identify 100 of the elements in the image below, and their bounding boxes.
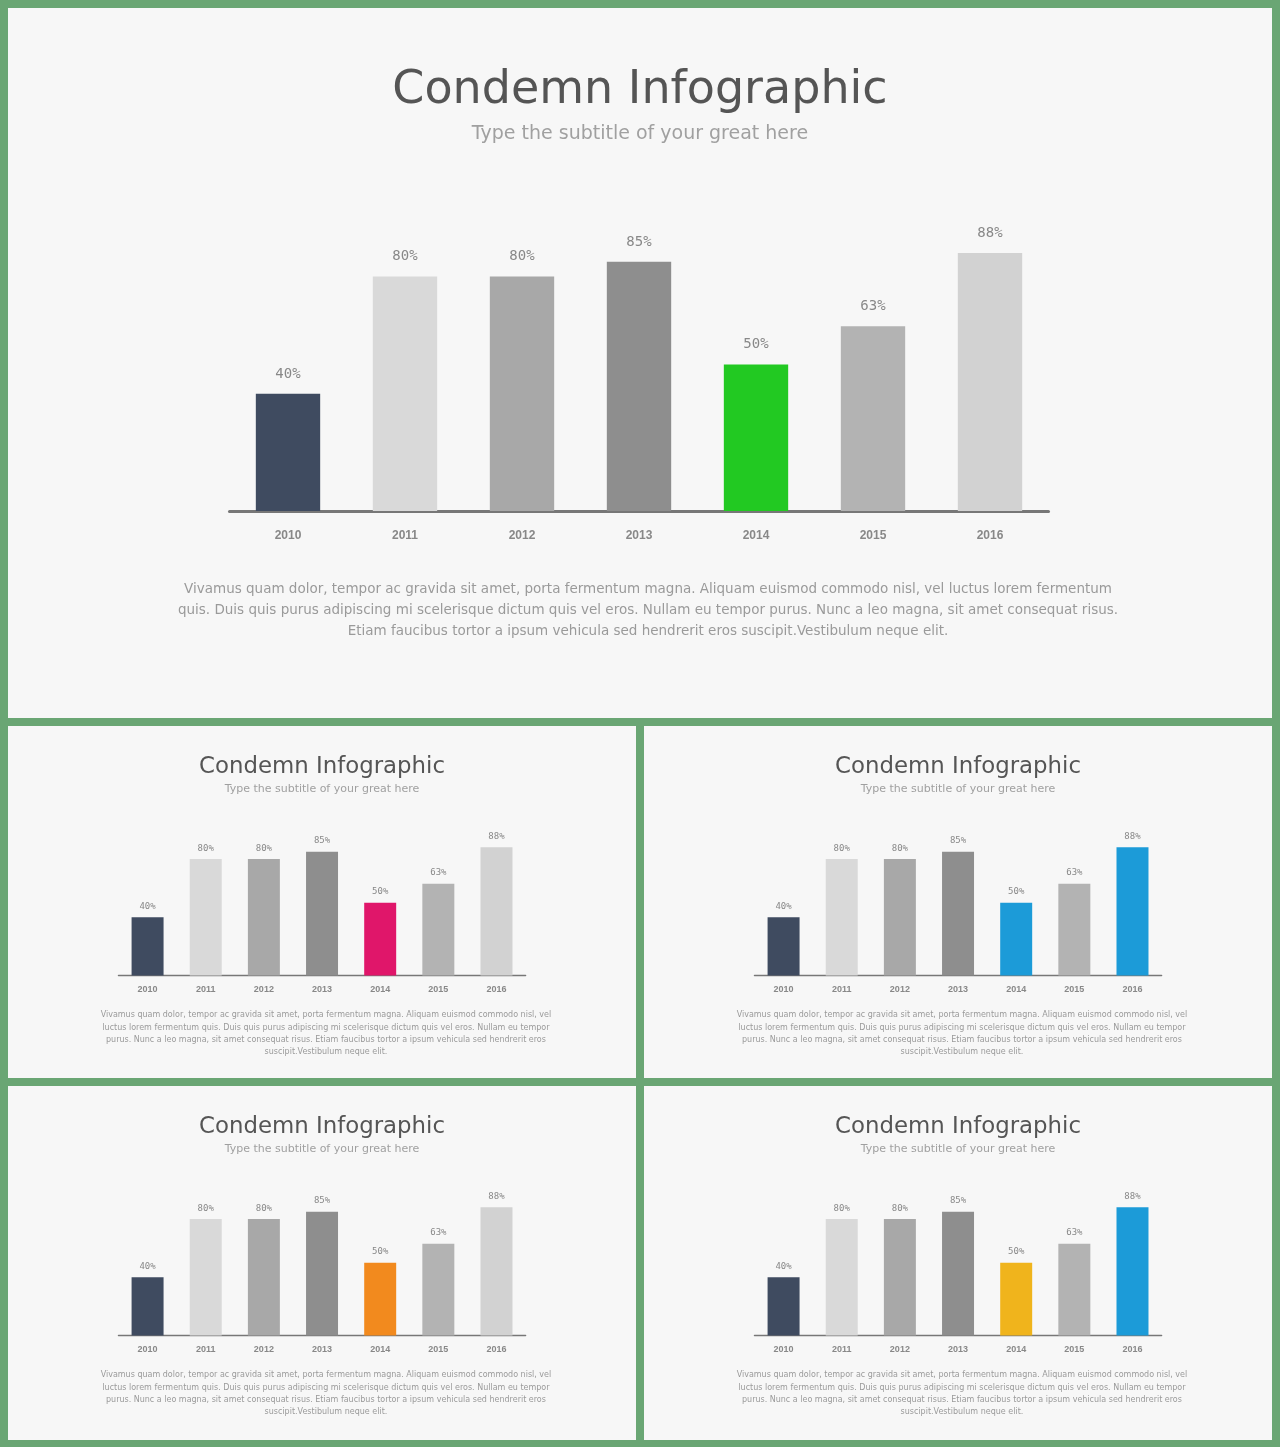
- bar: [131, 917, 164, 977]
- x-tick-label: 2016: [486, 1344, 507, 1355]
- x-tick-label: 2012: [253, 1344, 274, 1355]
- x-tick-label: 2012: [508, 528, 536, 542]
- x-tick-label: 2010: [137, 984, 158, 995]
- bar: [480, 847, 513, 977]
- data-label: 63%: [429, 867, 447, 878]
- data-label: 85%: [313, 1195, 331, 1206]
- x-tick-label: 2013: [311, 984, 332, 995]
- chart-title: Condemn Infographic: [391, 60, 889, 114]
- x-tick-label: 2011: [391, 528, 419, 542]
- x-tick-label: 2012: [889, 984, 910, 995]
- x-tick-label: 2014: [1005, 984, 1026, 995]
- bar: [131, 1277, 164, 1337]
- x-tick-label: 2012: [889, 1344, 910, 1355]
- text: Vivamus quam dolor, tempor ac gravida sit amet, porta fermentum magna. Aliquam euismod commodo nisl, vel luctus lorem fermentum quis. Duis quis purus adipiscing mi scelerisque dictum quis vel eros. Nullam eu tempor purus. Nunc a leo magna, sit amet consequat risus. Etiam faucibus tortor a ipsum vehicula sed hendrerit eros suscipit.Vestibulum neque elit.: [735, 1009, 1189, 1059]
- data-label: 50%: [1007, 886, 1025, 897]
- x-tick-label: 2013: [625, 528, 653, 542]
- chart-subtitle: Type the subtitle of your great here: [470, 121, 810, 143]
- data-label: 50%: [371, 886, 389, 897]
- bar: [480, 1207, 513, 1337]
- data-label: 80%: [197, 842, 214, 853]
- x-tick-label: 2010: [773, 1344, 794, 1355]
- bar: [1057, 1244, 1090, 1337]
- bar: [825, 1219, 858, 1337]
- bar: [840, 326, 906, 511]
- data-label: 80%: [833, 842, 850, 853]
- x-tick-label: 2015: [427, 1344, 448, 1355]
- x-tick-label: 2016: [486, 984, 507, 995]
- bar: [421, 884, 454, 977]
- data-label: 88%: [1123, 831, 1141, 842]
- bar: [247, 859, 280, 977]
- x-tick-label: 2015: [1063, 984, 1084, 995]
- chart-title: Condemn Infographic: [198, 751, 446, 778]
- bar: [1057, 884, 1090, 977]
- data-label: 80%: [255, 842, 273, 853]
- x-tick-label: 2016: [1122, 1344, 1143, 1355]
- data-label: 80%: [255, 1202, 273, 1213]
- x-tick-label: 2010: [274, 528, 302, 542]
- data-label: 85%: [949, 1195, 967, 1206]
- bar: [999, 903, 1032, 977]
- x-tick-label: 2014: [1005, 1344, 1026, 1355]
- x-tick-label: 2011: [195, 1344, 216, 1355]
- bar: [606, 261, 672, 511]
- x-tick-label: 2013: [947, 1344, 968, 1355]
- text: Vivamus quam dolor, tempor ac gravida sit amet, porta fermentum magna. Aliquam euismod commodo nisl, vel luctus lorem fermentum quis. Duis quis purus adipiscing mi scelerisque dictum quis vel eros. Nullam eu tempor purus. Nunc a leo magna, sit amet consequat risus. Etiam faucibus tortor a ipsum vehicula sed hendrerit eros suscipit.Vestibulum neque elit.: [99, 1369, 553, 1419]
- text: Vivamus quam dolor, tempor ac gravida sit amet, porta fermentum magna. Aliquam euismod commodo nisl, vel luctus lorem fermentum quis. Duis quis purus adipiscing mi scelerisque dictum quis vel eros. Nullam eu tempor purus. Nunc a leo magna, sit amet consequat risus. Etiam faucibus tortor a ipsum vehicula sed hendrerit eros suscipit.Vestibulum neque elit.: [735, 1369, 1189, 1419]
- data-label: 63%: [1065, 867, 1083, 878]
- data-label: 88%: [1123, 1191, 1141, 1202]
- data-label: 85%: [313, 835, 331, 846]
- data-label: 80%: [392, 247, 419, 264]
- bar: [305, 1212, 338, 1337]
- x-tick-label: 2011: [831, 984, 852, 995]
- data-label: 88%: [977, 224, 1004, 240]
- data-label: 50%: [743, 335, 770, 352]
- data-label: 63%: [1065, 1227, 1083, 1238]
- bar: [247, 1219, 280, 1337]
- chart-subtitle: Type the subtitle of your great here: [223, 1142, 421, 1156]
- data-label: 80%: [891, 1202, 909, 1213]
- data-label: 80%: [197, 1202, 214, 1213]
- x-tick-label: 2013: [947, 984, 968, 995]
- bar: [941, 852, 974, 977]
- x-tick-label: 2012: [253, 984, 274, 995]
- x-tick-label: 2010: [137, 1344, 158, 1355]
- bar: [883, 859, 916, 977]
- bar: [363, 903, 396, 977]
- bar: [421, 1244, 454, 1337]
- x-tick-label: 2011: [195, 984, 216, 995]
- x-tick-label: 2013: [311, 1344, 332, 1355]
- x-tick-label: 2014: [369, 1344, 390, 1355]
- bar: [189, 1219, 222, 1337]
- chart-subtitle: Type the subtitle of your great here: [859, 782, 1057, 796]
- data-label: 80%: [509, 247, 536, 264]
- x-tick-label: 2016: [1122, 984, 1143, 995]
- x-tick-label: 2015: [859, 528, 887, 542]
- x-tick-label: 2015: [1063, 1344, 1084, 1355]
- bar: [372, 276, 438, 511]
- text: Vivamus quam dolor, tempor ac gravida sit amet, porta fermentum magna. Aliquam euismod commodo nisl, vel luctus lorem fermentum quis. Duis quis purus adipiscing mi scelerisque dictum quis vel eros. Nullam eu tempor purus. Nunc a leo magna, sit amet consequat risus. Etiam faucibus tortor a ipsum vehicula sed hendrerit eros suscipit.Vestibulum neque elit.: [99, 1009, 553, 1059]
- bar: [957, 253, 1023, 511]
- data-label: 63%: [860, 297, 887, 314]
- bar: [767, 1277, 800, 1337]
- x-tick-label: 2014: [369, 984, 390, 995]
- data-label: 40%: [774, 901, 792, 912]
- data-label: 50%: [1007, 1246, 1025, 1257]
- bar: [489, 276, 555, 511]
- chart-title: Condemn Infographic: [834, 1111, 1082, 1138]
- bar: [723, 364, 789, 511]
- x-tick-label: 2010: [773, 984, 794, 995]
- bar: [305, 852, 338, 977]
- bar: [255, 393, 321, 511]
- x-tick-label: 2016: [976, 528, 1004, 542]
- data-label: 85%: [626, 232, 653, 249]
- bar: [363, 1263, 396, 1337]
- bar: [941, 1212, 974, 1337]
- bar: [1116, 1207, 1149, 1337]
- data-label: 40%: [138, 901, 156, 912]
- chart-title: Condemn Infographic: [834, 751, 1082, 778]
- chart-subtitle: Type the subtitle of your great here: [223, 782, 421, 796]
- data-label: 88%: [487, 1191, 505, 1202]
- chart-title: Condemn Infographic: [198, 1111, 446, 1138]
